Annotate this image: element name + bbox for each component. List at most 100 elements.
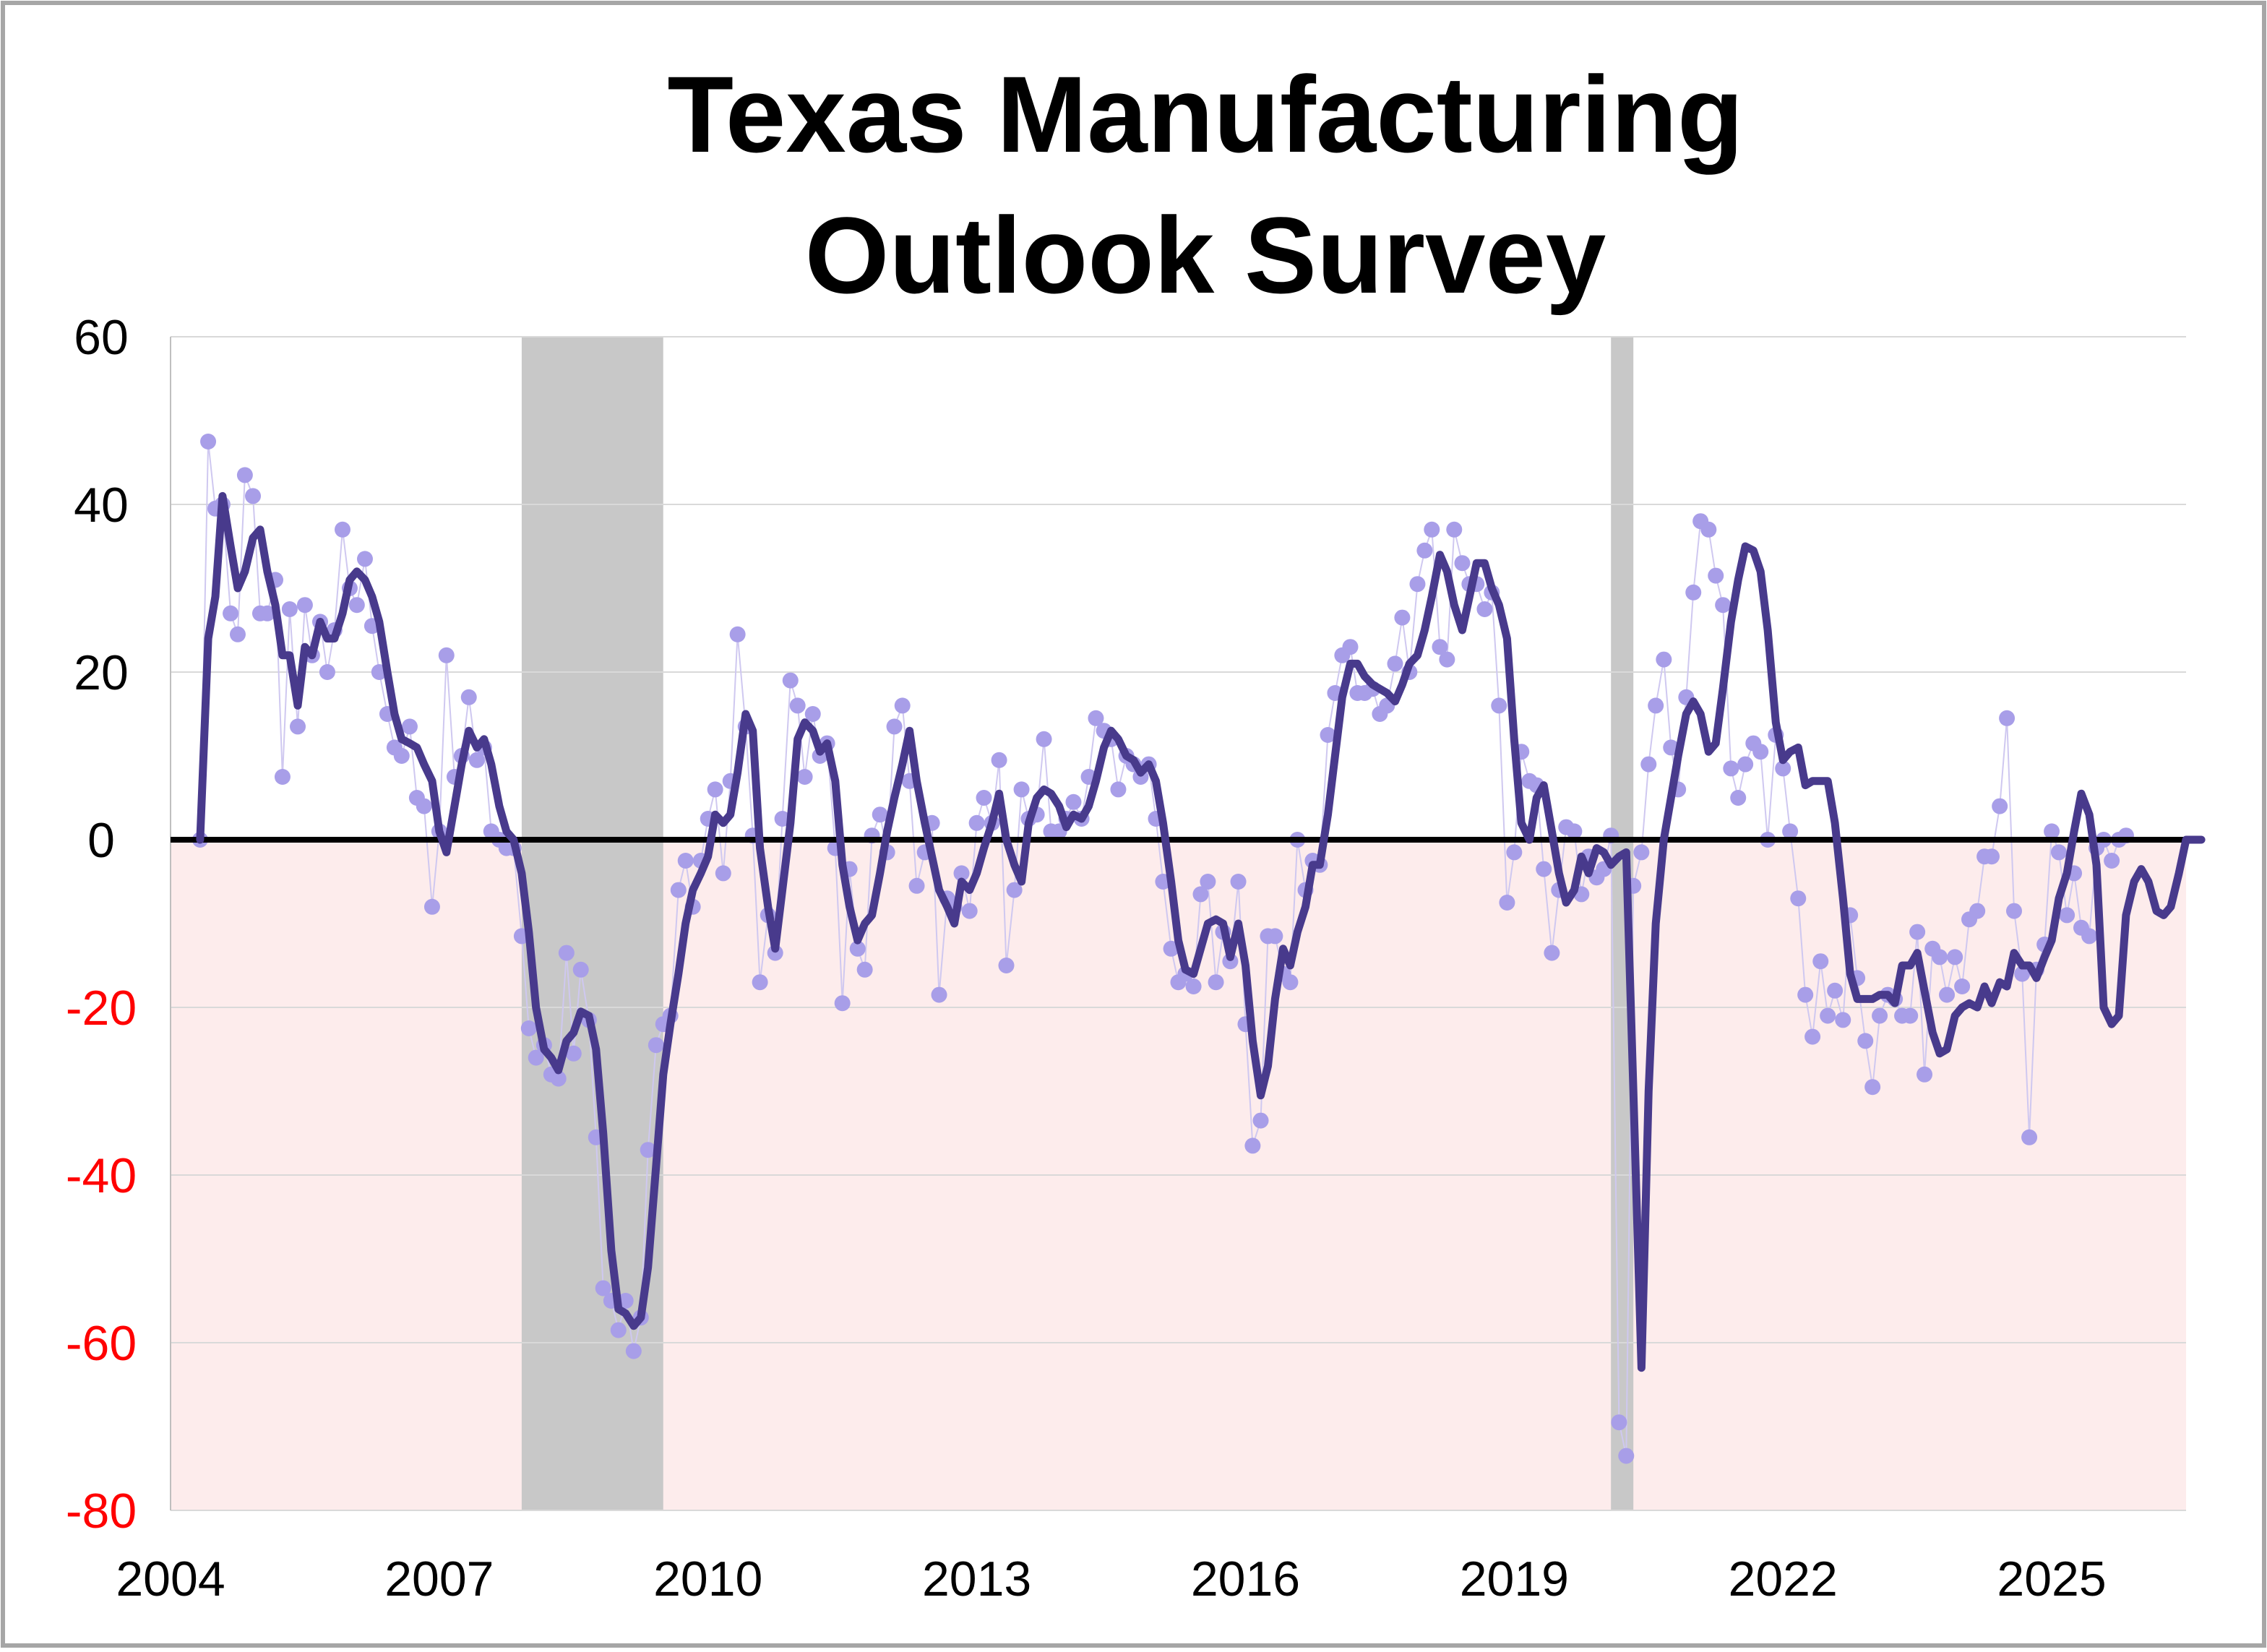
data-point-123	[1110, 781, 1127, 798]
data-point-135	[1200, 874, 1216, 890]
x-tick-label-2022: 2022	[1729, 1552, 1838, 1606]
data-point-17	[319, 664, 335, 680]
data-point-136	[1208, 974, 1224, 991]
series-trend-line	[196, 491, 2206, 1372]
y-tick-label-neg20: -20	[66, 981, 137, 1036]
data-point-44	[520, 1020, 537, 1036]
data-point-191	[1618, 1447, 1635, 1464]
data-point-82	[804, 706, 821, 722]
data-point-130	[1163, 940, 1179, 957]
data-point-107	[991, 752, 1007, 768]
data-point-12	[281, 601, 298, 617]
data-point-134	[1192, 886, 1209, 903]
data-point-94	[894, 697, 911, 714]
data-point-181	[1544, 945, 1560, 961]
data-point-196	[1656, 651, 1672, 668]
data-point-175	[1499, 895, 1515, 911]
data-point-69	[707, 781, 723, 798]
data-point-72	[729, 626, 746, 642]
data-point-54	[595, 1280, 611, 1296]
data-point-248	[2044, 823, 2060, 840]
data-point-241	[1992, 798, 2008, 814]
data-point-249	[2050, 844, 2067, 861]
x-tick-label-2010: 2010	[653, 1552, 762, 1606]
data-point-36	[460, 689, 477, 705]
data-point-78	[774, 811, 791, 827]
data-point-14	[296, 597, 313, 614]
data-point-117	[1065, 793, 1082, 810]
data-point-243	[2006, 903, 2023, 919]
y-tick-label-neg40: -40	[66, 1148, 137, 1203]
data-point-220	[1835, 1012, 1851, 1028]
y-tick-label-20: 20	[74, 645, 129, 700]
data-point-9	[259, 605, 275, 621]
data-point-86	[834, 995, 851, 1012]
data-point-64	[670, 882, 687, 898]
data-point-218	[1820, 1007, 1836, 1024]
x-tick-label-2025: 2025	[1997, 1552, 2106, 1606]
data-point-230	[1909, 924, 1926, 940]
data-point-113	[1036, 731, 1052, 747]
data-point-225	[1872, 1007, 1888, 1024]
data-point-256	[2104, 853, 2120, 869]
x-tick-label-2016: 2016	[1191, 1552, 1300, 1606]
data-point-5	[229, 626, 246, 642]
data-point-231	[1917, 1066, 1933, 1083]
data-point-165	[1424, 521, 1440, 538]
data-point-223	[1857, 1033, 1874, 1049]
recession-band-1	[521, 337, 663, 1510]
data-point-244	[2014, 965, 2031, 982]
data-point-61	[648, 1037, 664, 1054]
data-point-110	[1013, 781, 1030, 798]
data-point-146	[1282, 974, 1299, 991]
data-point-141	[1244, 1137, 1261, 1154]
data-point-49	[558, 945, 575, 961]
data-point-216	[1804, 1028, 1821, 1045]
data-point-250	[2059, 907, 2075, 924]
data-point-33	[438, 647, 455, 663]
data-point-200	[1685, 584, 1702, 601]
data-point-102	[953, 865, 970, 882]
data-point-142	[1252, 1112, 1269, 1129]
data-point-30	[416, 798, 432, 814]
data-point-207	[1737, 756, 1754, 773]
data-point-212	[1775, 760, 1791, 777]
data-point-206	[1730, 790, 1747, 806]
x-tick-label-2007: 2007	[384, 1552, 494, 1606]
data-point-81	[796, 769, 813, 785]
data-point-204	[1715, 597, 1732, 614]
data-point-22	[356, 551, 373, 567]
data-point-235	[1947, 949, 1963, 965]
x-tick-label-2004: 2004	[116, 1552, 225, 1606]
data-point-144	[1267, 928, 1283, 945]
y-tick-label-0: 0	[87, 813, 115, 868]
y-tick-label-neg80: -80	[66, 1484, 137, 1539]
data-point-190	[1611, 1414, 1627, 1431]
data-point-108	[998, 958, 1015, 973]
data-point-7	[245, 488, 262, 504]
data-point-1	[200, 434, 217, 449]
data-point-172	[1476, 601, 1493, 617]
data-point-37	[468, 752, 485, 768]
data-point-168	[1446, 521, 1463, 538]
data-point-88	[849, 940, 866, 957]
data-point-80	[789, 697, 806, 714]
data-point-213	[1782, 823, 1799, 840]
data-point-139	[1230, 874, 1247, 890]
data-point-238	[1969, 903, 1986, 919]
data-point-229	[1902, 1007, 1919, 1024]
data-point-91	[872, 806, 888, 823]
data-point-13	[290, 718, 306, 735]
data-point-234	[1939, 986, 1956, 1003]
y-tick-label-60: 60	[74, 310, 129, 365]
data-point-11	[274, 769, 291, 785]
y-tick-label-40: 40	[74, 478, 129, 533]
data-point-154	[1342, 639, 1359, 655]
data-point-180	[1536, 861, 1552, 877]
data-point-27	[393, 748, 410, 764]
chart-title-line-2: Outlook Survey	[805, 194, 1606, 316]
data-point-19	[334, 521, 350, 538]
data-point-240	[1984, 848, 2000, 865]
data-point-21	[348, 597, 365, 614]
data-point-197	[1663, 739, 1679, 756]
